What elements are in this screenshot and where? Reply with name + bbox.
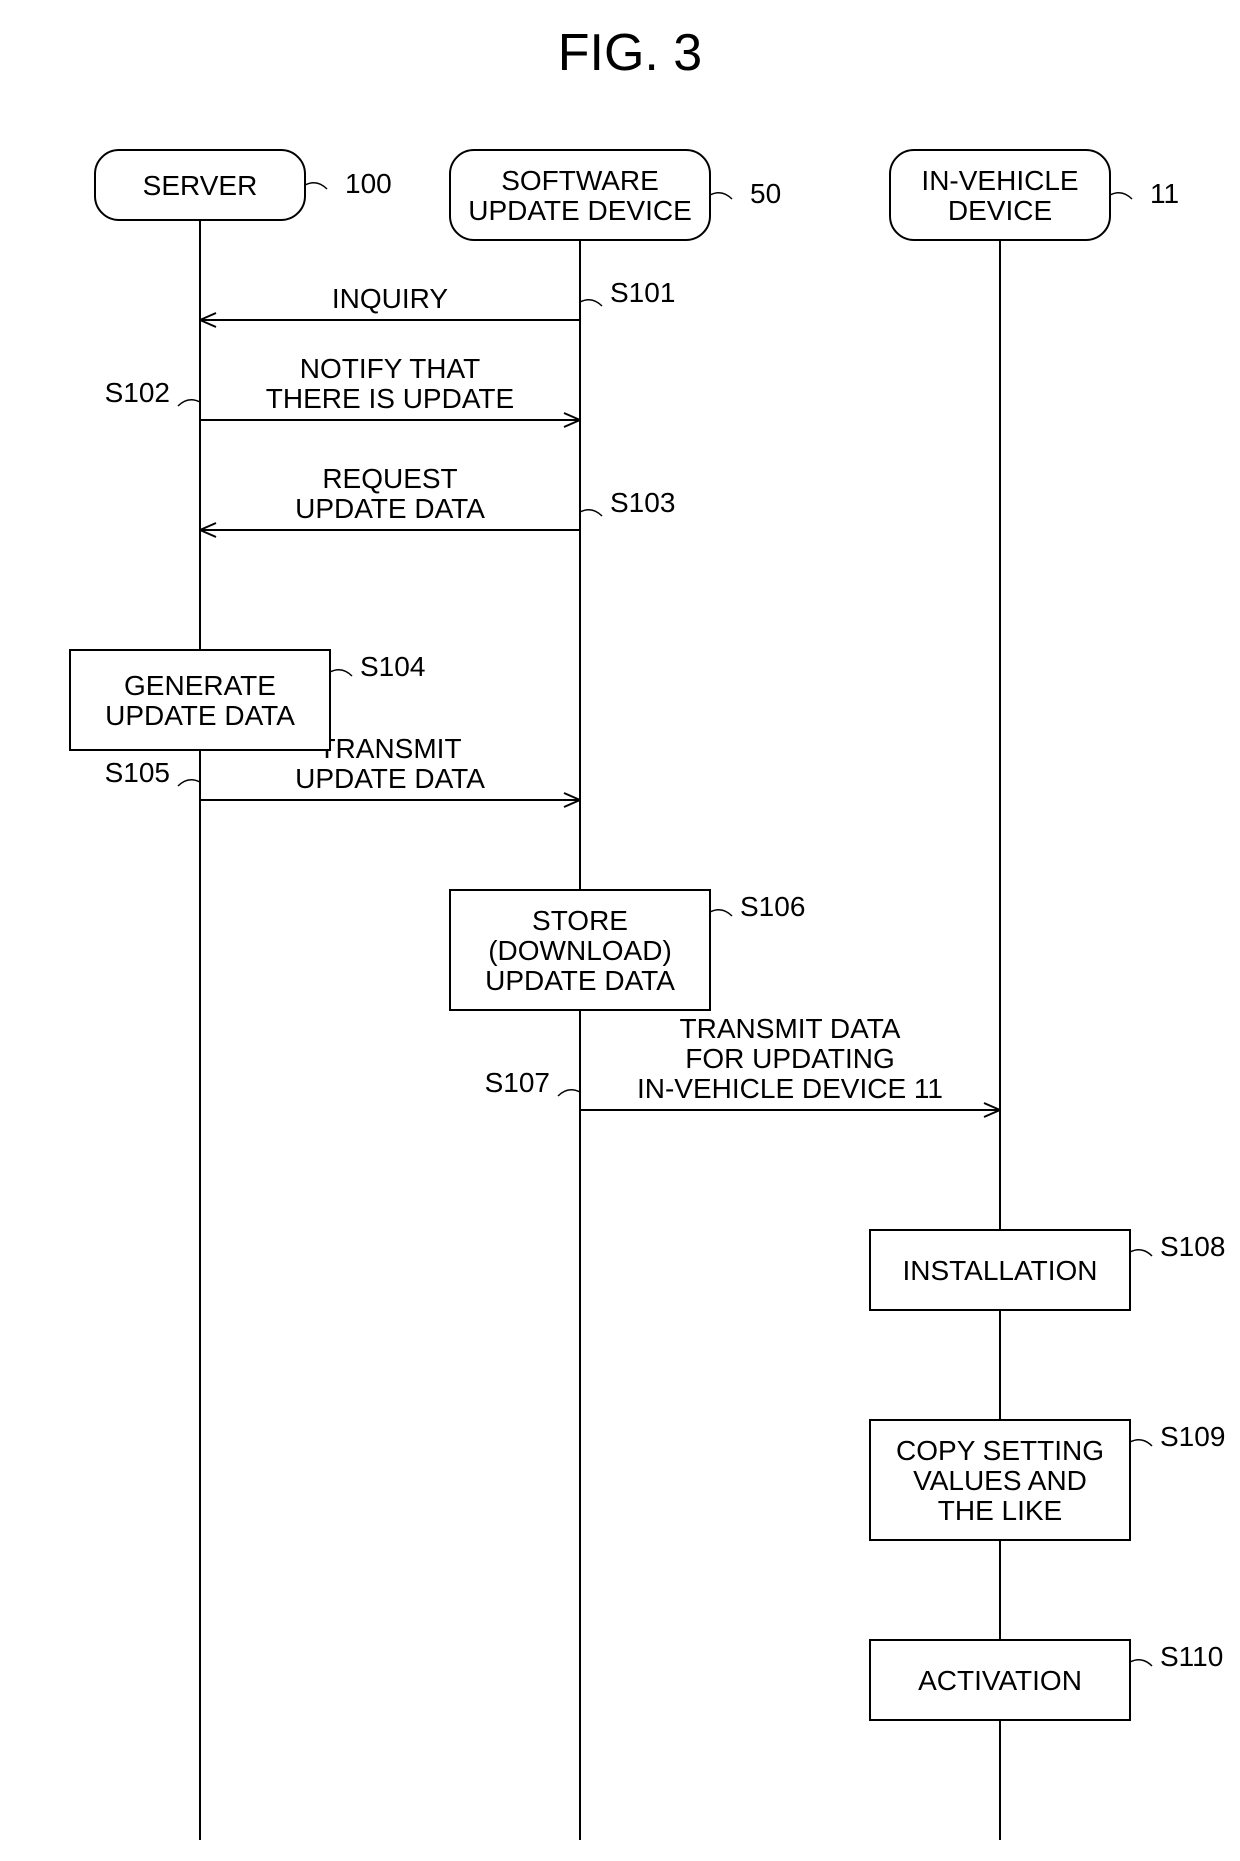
lane-label-server: SERVER <box>143 170 258 201</box>
message-tag-S103: S103 <box>610 487 675 518</box>
message-label-S102: THERE IS UPDATE <box>266 383 514 414</box>
step-label-S109: THE LIKE <box>938 1495 1062 1526</box>
lane-label-vehicle: DEVICE <box>948 195 1052 226</box>
message-tag-S102: S102 <box>105 377 170 408</box>
step-tag-S109: S109 <box>1160 1421 1225 1452</box>
message-label-S101: INQUIRY <box>332 283 448 314</box>
step-tag-S106: S106 <box>740 891 805 922</box>
message-tag-S105: S105 <box>105 757 170 788</box>
lane-label-vehicle: IN-VEHICLE <box>921 165 1078 196</box>
message-label-S107: FOR UPDATING <box>685 1043 894 1074</box>
step-label-S104: GENERATE <box>124 670 276 701</box>
message-label-S103: REQUEST <box>322 463 457 494</box>
step-tag-S108: S108 <box>1160 1231 1225 1262</box>
step-label-S109: COPY SETTING <box>896 1435 1104 1466</box>
step-label-S110: ACTIVATION <box>918 1665 1082 1696</box>
message-label-S105: UPDATE DATA <box>295 763 485 794</box>
message-label-S103: UPDATE DATA <box>295 493 485 524</box>
step-tag-S104: S104 <box>360 651 425 682</box>
step-label-S106: STORE <box>532 905 628 936</box>
step-label-S106: UPDATE DATA <box>485 965 675 996</box>
lane-tag-software: 50 <box>750 178 781 209</box>
lane-tag-server: 100 <box>345 168 392 199</box>
step-label-S106: (DOWNLOAD) <box>488 935 672 966</box>
message-tag-S107: S107 <box>485 1067 550 1098</box>
message-label-S107: IN-VEHICLE DEVICE 11 <box>637 1073 943 1104</box>
lane-tag-vehicle: 11 <box>1150 178 1179 209</box>
message-label-S107: TRANSMIT DATA <box>680 1013 901 1044</box>
lane-label-software: UPDATE DEVICE <box>468 195 692 226</box>
figure-title: FIG. 3 <box>558 24 702 82</box>
message-tag-S101: S101 <box>610 277 675 308</box>
step-label-S109: VALUES AND <box>913 1465 1087 1496</box>
lane-label-software: SOFTWARE <box>501 165 659 196</box>
step-label-S104: UPDATE DATA <box>105 700 295 731</box>
step-label-S108: INSTALLATION <box>902 1255 1097 1286</box>
message-label-S102: NOTIFY THAT <box>300 353 480 384</box>
message-label-S105: TRANSMIT <box>318 733 461 764</box>
step-tag-S110: S110 <box>1160 1641 1223 1672</box>
